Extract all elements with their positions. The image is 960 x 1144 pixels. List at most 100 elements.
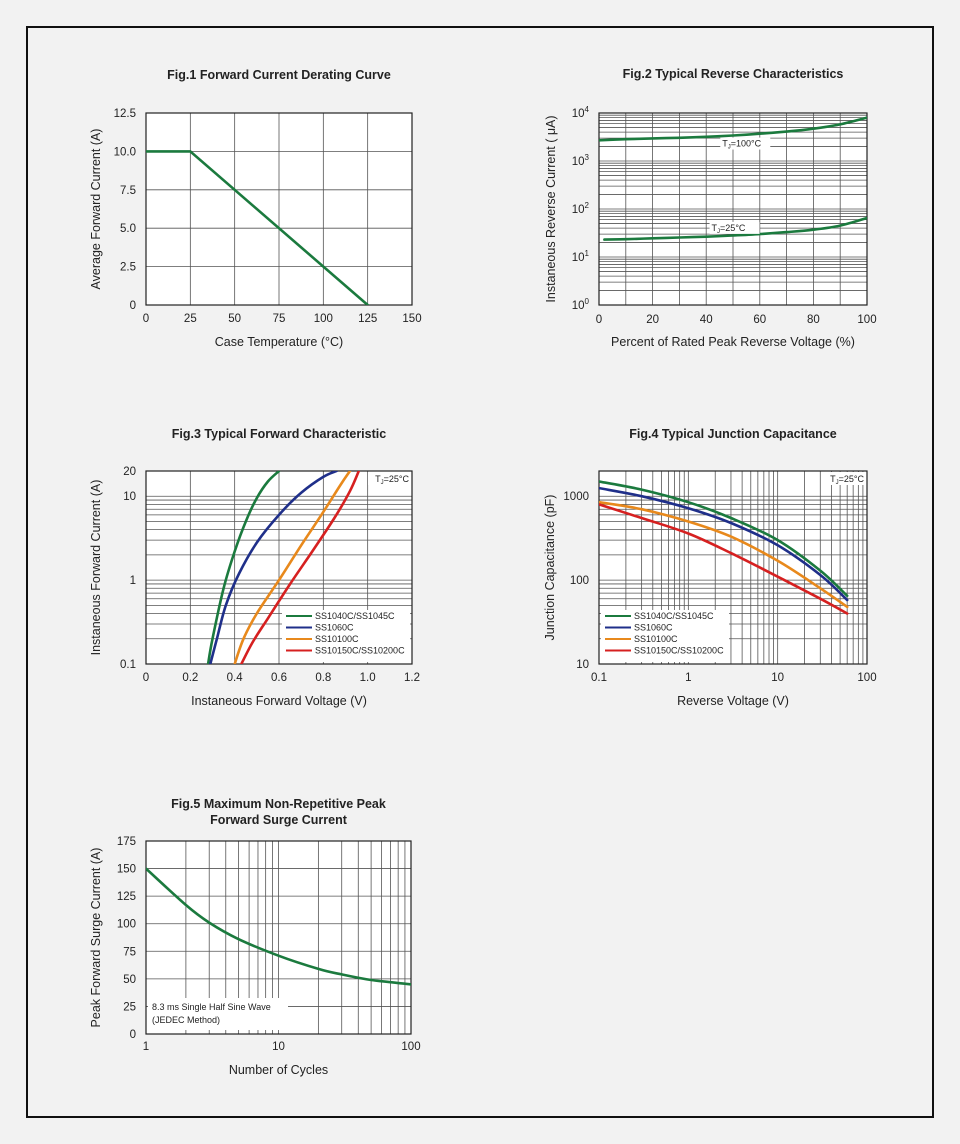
plot-frame <box>598 470 868 665</box>
y-tick-label: 150 <box>117 864 136 876</box>
x-tick-label: 100 <box>857 314 876 326</box>
legend-box <box>282 610 410 662</box>
corner-note-bg <box>368 472 411 485</box>
y-tick-label: 102 <box>572 201 590 216</box>
series-line <box>603 216 867 241</box>
x-tick-label: 100 <box>857 672 876 684</box>
chart-title: Fig.2 Typical Reverse Characteristics <box>623 67 844 81</box>
series-group <box>146 867 411 986</box>
y-tick-label: 1000 <box>563 491 589 503</box>
x-tick-label: 0.1 <box>591 672 607 684</box>
note-line: (JEDEC Method) <box>152 1015 220 1025</box>
legend-label: SS10150C/SS10200C <box>315 646 405 656</box>
y-tick-label: 25 <box>123 1001 136 1013</box>
y-tick-label: 2.5 <box>120 262 136 274</box>
note-box <box>148 998 288 1030</box>
x-tick-label: 0.4 <box>227 672 244 684</box>
x-tick-label: 75 <box>273 313 286 325</box>
legend-label: SS1040C/SS1045C <box>634 611 714 621</box>
y-tick-label: 125 <box>117 891 136 903</box>
y-tick-label: 100 <box>572 297 590 312</box>
x-tick-label: 1 <box>685 672 691 684</box>
y-tick-label: 104 <box>572 105 590 120</box>
y-tick-label: 103 <box>572 153 590 168</box>
y-tick-label: 10 <box>123 491 136 503</box>
series-group <box>599 116 867 241</box>
y-axis-label: Peak Forward Surge Current (A) <box>89 848 103 1028</box>
x-axis-label: Case Temperature (°C) <box>215 335 343 349</box>
y-axis-label: Average Forward Current (A) <box>89 129 103 290</box>
legend-label: SS1060C <box>634 623 673 633</box>
series-line <box>599 116 867 142</box>
y-axis-label: Instaneous Forward Current (A) <box>89 480 103 656</box>
y-tick-label: 75 <box>123 946 136 958</box>
legend-label: SS10100C <box>315 634 359 644</box>
legend-label: SS1060C <box>315 623 354 633</box>
x-tick-label: 20 <box>646 314 659 326</box>
x-axis-label: Instaneous Forward Voltage (V) <box>191 694 367 708</box>
y-tick-label: 10 <box>576 659 589 671</box>
chart-title: Fig.4 Typical Junction Capacitance <box>629 427 837 441</box>
x-tick-label: 1 <box>143 1041 149 1053</box>
curve-annotation: TJ=25°C <box>712 223 746 235</box>
legend-label: SS10100C <box>634 634 678 644</box>
chart-fig1: Fig.1 Forward Current Derating Curve 0 25 5… <box>89 68 422 349</box>
series-line <box>599 480 849 598</box>
series-line <box>146 150 369 305</box>
x-tick-label: 0 <box>596 314 602 326</box>
y-tick-label: 10.0 <box>114 146 136 158</box>
plot-frame <box>598 112 868 306</box>
x-axis-label: Percent of Rated Peak Reverse Voltage (%… <box>611 335 855 349</box>
y-tick-label: 7.5 <box>120 185 136 197</box>
plot-frame <box>145 840 412 1035</box>
series-line <box>599 503 849 615</box>
series-group <box>599 480 849 615</box>
x-tick-label: 10 <box>272 1041 285 1053</box>
y-axis-label: Junction Capacitance (pF) <box>543 495 557 641</box>
series-line <box>209 471 338 664</box>
chart-fig4: Fig.4 Typical Junction Capacitance 0.1 1 10… <box>543 427 877 708</box>
chart-title: Fig.1 Forward Current Derating Curve <box>167 68 391 82</box>
y-tick-label: 101 <box>572 249 590 264</box>
chart-title-line: Fig.5 Maximum Non-Repetitive Peak <box>171 797 386 811</box>
series-line <box>206 471 281 664</box>
legend-label: SS10150C/SS10200C <box>634 646 724 656</box>
x-tick-label: 10 <box>771 672 784 684</box>
x-tick-label: 50 <box>228 313 241 325</box>
x-tick-label: 1.0 <box>360 672 376 684</box>
corner-note: TJ=25°C <box>375 474 409 486</box>
series-line <box>240 471 361 664</box>
y-tick-label: 0 <box>130 1029 136 1041</box>
x-tick-label: 125 <box>358 313 377 325</box>
note-line: 8.3 ms Single Half Sine Wave <box>152 1002 271 1012</box>
x-tick-label: 0.2 <box>182 672 198 684</box>
x-axis-label: Number of Cycles <box>229 1063 328 1077</box>
y-tick-label: 12.5 <box>114 108 136 120</box>
series-group <box>206 471 361 664</box>
y-axis-label: Instaneous Reverse Current ( μA) <box>544 115 558 302</box>
chart-title: Fig.3 Typical Forward Characteristic <box>172 427 386 441</box>
curve-annotation: TJ=100°C <box>722 139 761 151</box>
x-tick-label: 0 <box>143 313 149 325</box>
x-tick-label: 80 <box>807 314 820 326</box>
annotation-bg <box>709 221 760 234</box>
x-tick-label: 150 <box>402 313 421 325</box>
y-tick-label: 100 <box>117 919 136 931</box>
chart-fig2: Fig.2 Typical Reverse Characteristics 0 20… <box>544 67 877 349</box>
corner-note-bg <box>823 472 866 485</box>
chart-fig3: Fig.3 Typical Forward Characteristic 0 0.2… <box>89 427 420 708</box>
series-line <box>233 471 352 664</box>
x-tick-label: 0.8 <box>315 672 331 684</box>
x-axis-label: Reverse Voltage (V) <box>677 694 789 708</box>
series-line <box>146 867 411 986</box>
x-tick-label: 0.6 <box>271 672 287 684</box>
x-tick-label: 100 <box>401 1041 420 1053</box>
legend-label: SS1040C/SS1045C <box>315 611 395 621</box>
series-line <box>599 486 849 602</box>
y-tick-label: 20 <box>123 466 136 478</box>
y-tick-label: 50 <box>123 974 136 986</box>
x-tick-label: 60 <box>753 314 766 326</box>
